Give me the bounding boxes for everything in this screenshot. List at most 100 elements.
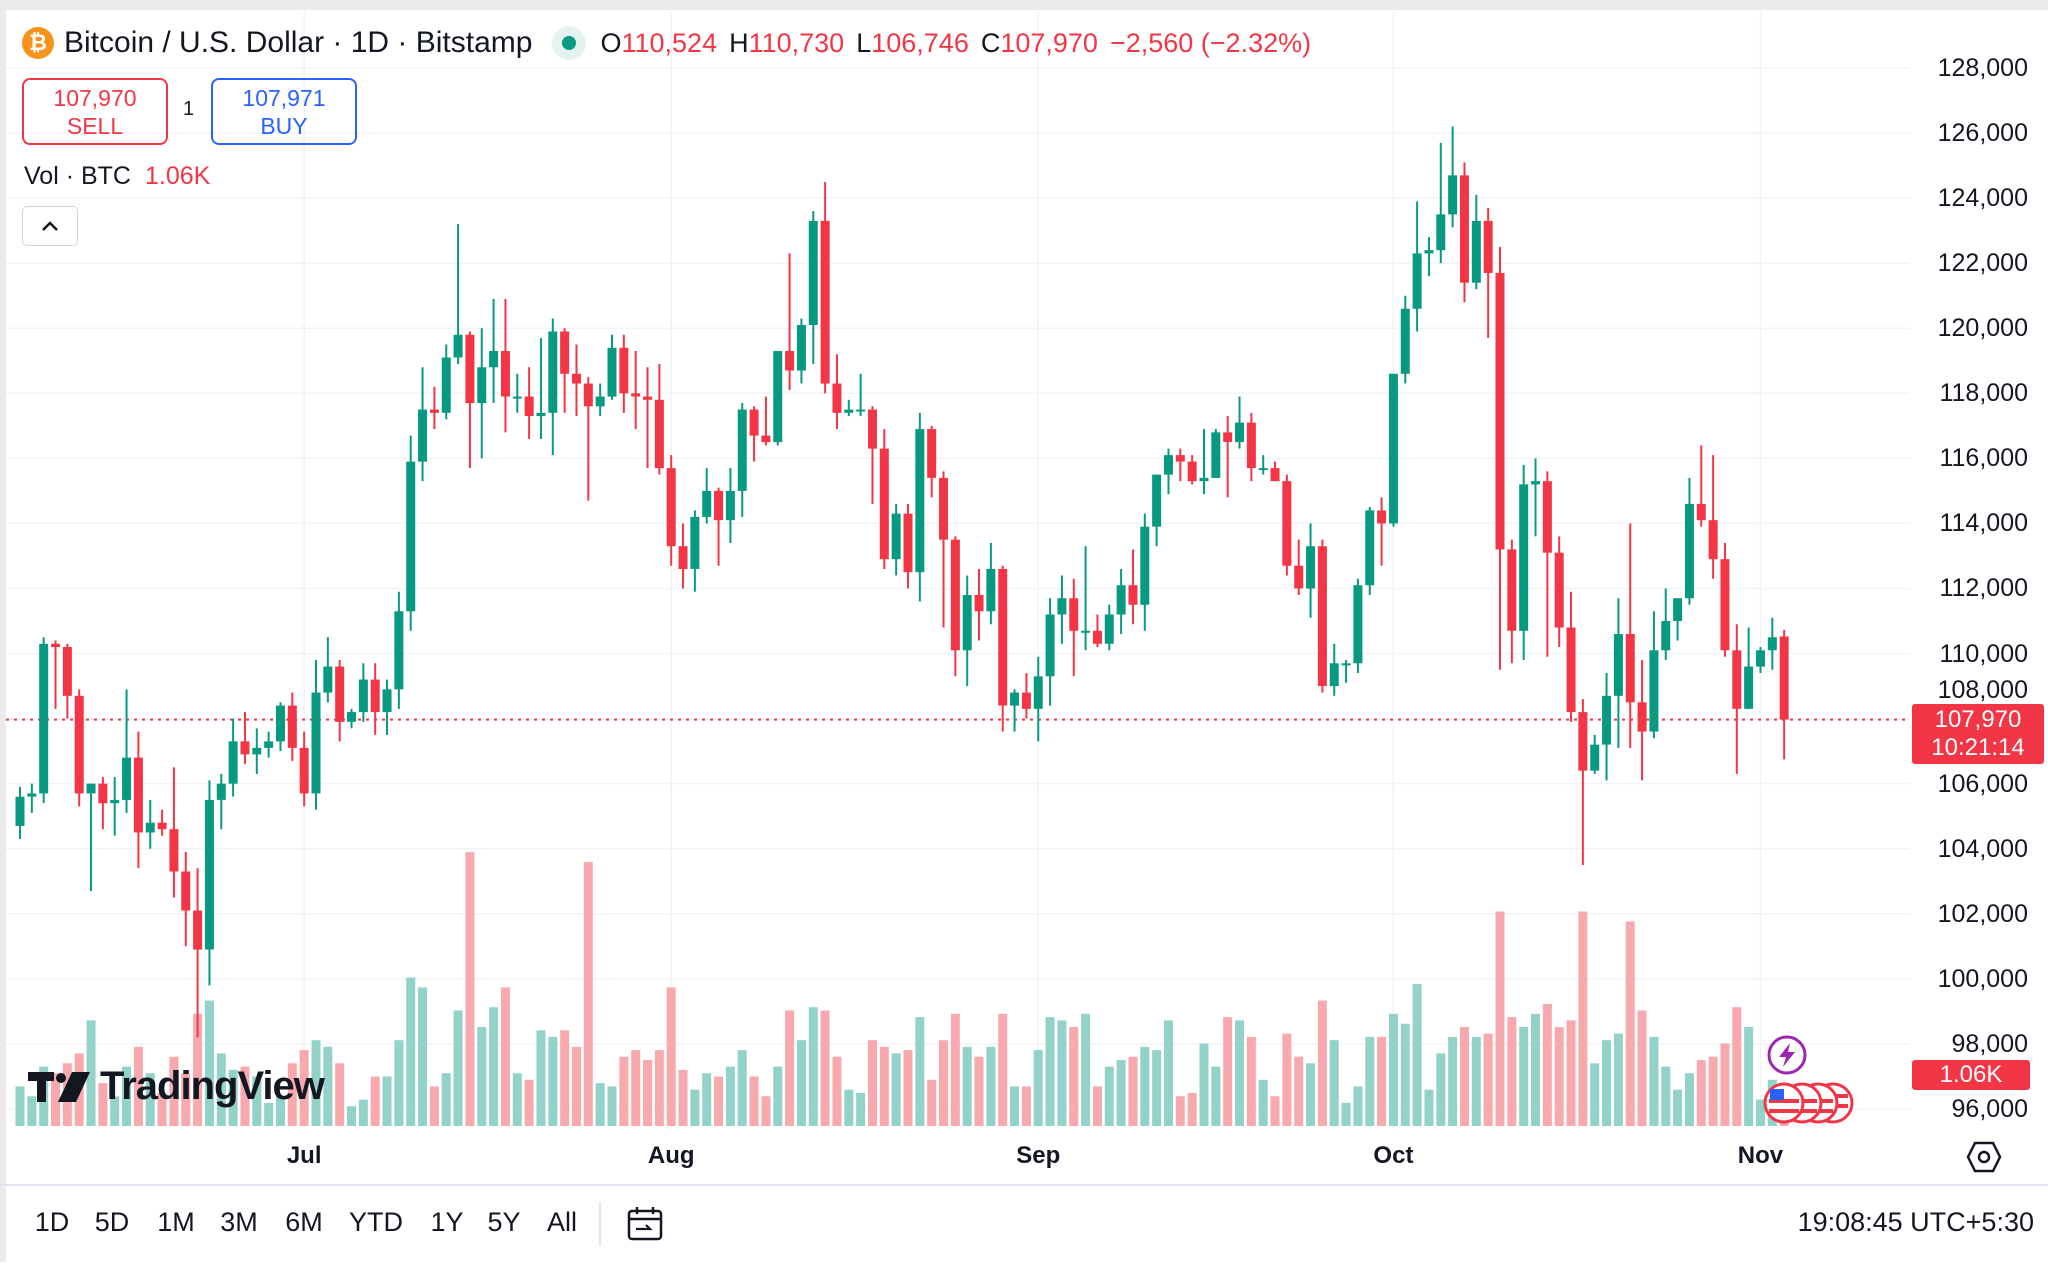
candle[interactable]: [1696, 445, 1706, 527]
candle[interactable]: [1566, 591, 1576, 722]
candle[interactable]: [986, 542, 996, 625]
candle[interactable]: [358, 663, 368, 722]
candle[interactable]: [571, 344, 581, 417]
candle[interactable]: [1187, 455, 1197, 485]
candle[interactable]: [725, 468, 735, 543]
candle[interactable]: [1542, 471, 1552, 657]
candle[interactable]: [193, 868, 203, 1038]
range-button-6m[interactable]: 6M: [285, 1207, 323, 1237]
candle[interactable]: [406, 435, 416, 631]
candle[interactable]: [785, 253, 795, 391]
candle[interactable]: [619, 334, 629, 413]
symbol-header[interactable]: ₿ Bitcoin / U.S. Dollar · 1D · Bitstamp …: [22, 26, 1311, 60]
candle[interactable]: [228, 718, 238, 797]
order-quantity[interactable]: 1: [183, 98, 195, 120]
candle[interactable]: [856, 373, 866, 417]
candle[interactable]: [583, 377, 593, 501]
candle[interactable]: [240, 712, 250, 765]
candle[interactable]: [761, 396, 771, 446]
candle[interactable]: [1732, 624, 1742, 774]
candle[interactable]: [1104, 604, 1114, 651]
candle[interactable]: [15, 786, 25, 839]
candle[interactable]: [1720, 542, 1730, 657]
candle[interactable]: [1767, 617, 1777, 670]
candle[interactable]: [678, 523, 688, 589]
candle[interactable]: [145, 799, 155, 849]
candle[interactable]: [1755, 647, 1765, 674]
candle[interactable]: [1400, 295, 1410, 384]
timezone-clock[interactable]: 19:08:45 UTC+5:30: [1797, 1207, 2034, 1237]
candle[interactable]: [1306, 523, 1316, 618]
candle[interactable]: [1092, 614, 1102, 648]
candle[interactable]: [323, 637, 333, 703]
candle[interactable]: [1329, 643, 1339, 696]
candle[interactable]: [939, 471, 949, 628]
candle[interactable]: [796, 318, 806, 384]
candle[interactable]: [1341, 660, 1351, 683]
candle[interactable]: [1235, 396, 1245, 449]
candle[interactable]: [370, 663, 380, 735]
candle[interactable]: [477, 328, 487, 459]
candle[interactable]: [1613, 598, 1623, 748]
candle[interactable]: [974, 568, 984, 641]
chart-settings-icon[interactable]: [1966, 1141, 2002, 1173]
candle[interactable]: [311, 660, 321, 810]
range-button-1m[interactable]: 1M: [157, 1207, 195, 1237]
candle[interactable]: [548, 318, 558, 456]
candle[interactable]: [394, 591, 404, 709]
candle[interactable]: [1519, 464, 1529, 661]
candle[interactable]: [1673, 598, 1683, 641]
range-button-5y[interactable]: 5Y: [487, 1207, 521, 1237]
candle[interactable]: [1199, 429, 1209, 495]
candle[interactable]: [867, 406, 877, 504]
candle[interactable]: [86, 783, 96, 892]
candle[interactable]: [808, 211, 818, 365]
sell-button[interactable]: 107,970 SELL: [22, 78, 168, 145]
candle[interactable]: [465, 331, 475, 469]
candle[interactable]: [749, 406, 759, 462]
candle[interactable]: [607, 334, 617, 400]
candle[interactable]: [820, 181, 830, 394]
candle[interactable]: [264, 731, 274, 758]
candle[interactable]: [773, 351, 783, 446]
candle[interactable]: [1649, 611, 1659, 739]
candle[interactable]: [903, 503, 913, 589]
candle[interactable]: [287, 692, 297, 761]
candle[interactable]: [560, 328, 570, 413]
candle[interactable]: [1317, 539, 1327, 693]
candle[interactable]: [1270, 461, 1280, 482]
candle[interactable]: [382, 679, 392, 735]
economic-events-us-flag-icons[interactable]: [1762, 1080, 1858, 1126]
candle[interactable]: [1175, 448, 1185, 482]
candle[interactable]: [110, 777, 120, 836]
candle[interactable]: [1388, 373, 1398, 527]
candle[interactable]: [1294, 539, 1304, 595]
range-button-1d[interactable]: 1D: [34, 1207, 70, 1237]
candle[interactable]: [204, 780, 214, 986]
candle[interactable]: [299, 731, 309, 807]
candle[interactable]: [1163, 448, 1173, 495]
candle[interactable]: [216, 773, 226, 830]
candle[interactable]: [418, 367, 428, 482]
candle[interactable]: [690, 510, 700, 592]
candle[interactable]: [1081, 546, 1091, 651]
candle[interactable]: [737, 403, 747, 517]
candle[interactable]: [275, 702, 285, 752]
candle[interactable]: [1436, 142, 1446, 264]
candle[interactable]: [1045, 598, 1055, 706]
candle[interactable]: [1507, 539, 1517, 664]
candle[interactable]: [1412, 201, 1422, 332]
candle[interactable]: [1128, 549, 1138, 625]
candle[interactable]: [1684, 477, 1694, 605]
range-button-ytd[interactable]: YTD: [349, 1207, 403, 1237]
candle[interactable]: [1471, 194, 1481, 290]
candle[interactable]: [1211, 429, 1221, 478]
candle[interactable]: [891, 503, 901, 576]
candle[interactable]: [1069, 578, 1079, 677]
candle[interactable]: [1033, 656, 1043, 742]
candle[interactable]: [1483, 207, 1493, 338]
candle[interactable]: [844, 399, 854, 417]
candle[interactable]: [181, 851, 191, 947]
candle[interactable]: [950, 536, 960, 677]
